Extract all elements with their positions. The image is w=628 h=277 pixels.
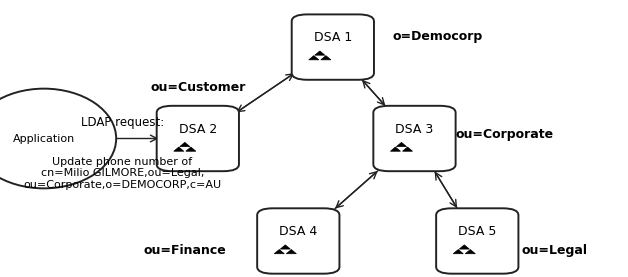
Polygon shape bbox=[459, 245, 469, 249]
Text: DSA 4: DSA 4 bbox=[279, 225, 317, 238]
Polygon shape bbox=[186, 147, 196, 151]
Text: Update phone number of
cn=Milio GILMORE,ou=Legal,
ou=Corporate,o=DEMOCORP,c=AU: Update phone number of cn=Milio GILMORE,… bbox=[23, 157, 222, 190]
Polygon shape bbox=[453, 250, 463, 254]
Text: LDAP request:: LDAP request: bbox=[81, 116, 164, 129]
Text: ou=Corporate: ou=Corporate bbox=[455, 128, 553, 141]
Text: o=Democorp: o=Democorp bbox=[392, 30, 483, 42]
FancyBboxPatch shape bbox=[436, 208, 519, 274]
Text: Application: Application bbox=[13, 134, 75, 143]
Text: ou=Legal: ou=Legal bbox=[521, 244, 587, 257]
Ellipse shape bbox=[0, 89, 116, 188]
Polygon shape bbox=[180, 142, 190, 147]
Polygon shape bbox=[391, 147, 401, 151]
Polygon shape bbox=[403, 147, 413, 151]
Text: DSA 5: DSA 5 bbox=[458, 225, 497, 238]
FancyBboxPatch shape bbox=[291, 14, 374, 80]
Polygon shape bbox=[309, 56, 319, 60]
Text: DSA 1: DSA 1 bbox=[314, 32, 352, 44]
Polygon shape bbox=[174, 147, 184, 151]
Text: ou=Customer: ou=Customer bbox=[150, 81, 246, 94]
Polygon shape bbox=[315, 51, 325, 55]
FancyBboxPatch shape bbox=[373, 106, 456, 171]
Text: DSA 2: DSA 2 bbox=[179, 123, 217, 136]
FancyBboxPatch shape bbox=[157, 106, 239, 171]
Polygon shape bbox=[465, 250, 475, 254]
Text: DSA 3: DSA 3 bbox=[396, 123, 433, 136]
Polygon shape bbox=[280, 245, 290, 249]
Polygon shape bbox=[274, 250, 284, 254]
Polygon shape bbox=[396, 142, 406, 147]
Text: ou=Finance: ou=Finance bbox=[143, 244, 226, 257]
Polygon shape bbox=[286, 250, 296, 254]
Polygon shape bbox=[321, 56, 331, 60]
FancyBboxPatch shape bbox=[257, 208, 339, 274]
